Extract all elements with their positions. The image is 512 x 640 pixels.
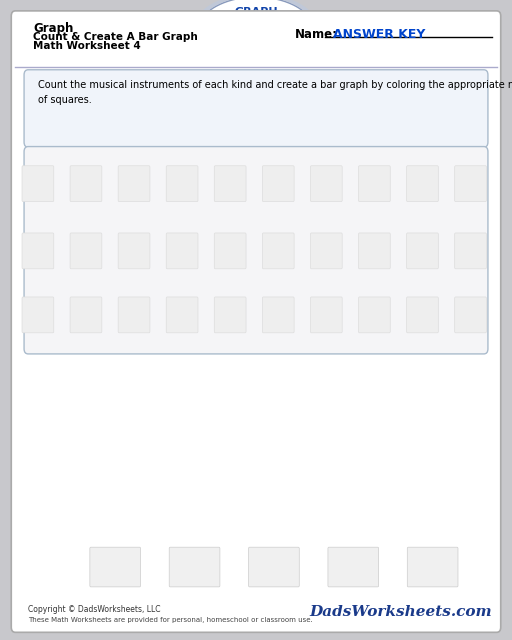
Text: Graph: Graph bbox=[33, 22, 74, 35]
Text: These Math Worksheets are provided for personal, homeschool or classroom use.: These Math Worksheets are provided for p… bbox=[28, 617, 313, 623]
Bar bbox=[206, 49, 222, 65]
Polygon shape bbox=[197, 0, 315, 68]
Bar bbox=[268, 42, 284, 65]
Text: Count & Create A Bar Graph: Count & Create A Bar Graph bbox=[33, 32, 198, 42]
Text: Name:: Name: bbox=[294, 28, 337, 40]
Bar bbox=[97, 436, 141, 538]
Text: Worksheets: Worksheets bbox=[233, 19, 279, 28]
Polygon shape bbox=[192, 0, 320, 70]
Text: GRAPH: GRAPH bbox=[234, 6, 278, 17]
Bar bbox=[256, 419, 300, 538]
Text: Copyright © DadsWorksheets, LLC: Copyright © DadsWorksheets, LLC bbox=[28, 605, 161, 614]
Text: DadsWorksheets.com: DadsWorksheets.com bbox=[309, 605, 492, 619]
Bar bbox=[335, 436, 379, 538]
Bar bbox=[415, 385, 458, 538]
Bar bbox=[177, 504, 220, 538]
Bar bbox=[289, 47, 305, 65]
Text: Math Worksheet 4: Math Worksheet 4 bbox=[33, 41, 141, 51]
Text: ANSWER KEY: ANSWER KEY bbox=[333, 28, 425, 40]
Bar bbox=[247, 38, 263, 65]
Bar bbox=[226, 44, 243, 65]
Text: Count the musical instruments of each kind and create a bar graph by coloring th: Count the musical instruments of each ki… bbox=[38, 80, 512, 105]
